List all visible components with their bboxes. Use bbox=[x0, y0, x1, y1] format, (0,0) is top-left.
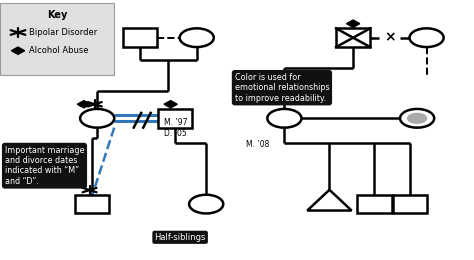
Polygon shape bbox=[164, 101, 177, 108]
Circle shape bbox=[180, 28, 214, 47]
Circle shape bbox=[407, 113, 428, 124]
Text: Half-siblings: Half-siblings bbox=[155, 233, 206, 242]
Bar bbox=[123, 28, 157, 47]
Polygon shape bbox=[11, 47, 25, 54]
Text: ×: × bbox=[384, 31, 396, 45]
Bar bbox=[75, 195, 109, 213]
Text: Important marriage
and divorce dates
indicated with “M”
and “D”.: Important marriage and divorce dates ind… bbox=[5, 146, 84, 186]
Circle shape bbox=[189, 195, 223, 213]
Circle shape bbox=[400, 109, 434, 128]
Text: M. ’97
D. ’05: M. ’97 D. ’05 bbox=[164, 118, 187, 138]
Bar bbox=[393, 195, 427, 213]
Circle shape bbox=[410, 28, 444, 47]
Bar bbox=[357, 195, 392, 213]
Circle shape bbox=[80, 109, 114, 128]
Polygon shape bbox=[307, 190, 352, 211]
Text: Color is used for
emotional relationships
to improve readability.: Color is used for emotional relationship… bbox=[235, 73, 329, 103]
Polygon shape bbox=[77, 101, 91, 108]
Bar bbox=[158, 109, 192, 128]
Bar bbox=[336, 28, 370, 47]
Text: Alcohol Abuse: Alcohol Abuse bbox=[29, 46, 89, 55]
FancyBboxPatch shape bbox=[0, 3, 114, 75]
Text: M. ’08: M. ’08 bbox=[246, 140, 270, 150]
Polygon shape bbox=[346, 20, 360, 27]
Text: Key: Key bbox=[47, 10, 67, 20]
Text: Bipolar Disorder: Bipolar Disorder bbox=[29, 28, 98, 37]
Circle shape bbox=[267, 109, 301, 128]
